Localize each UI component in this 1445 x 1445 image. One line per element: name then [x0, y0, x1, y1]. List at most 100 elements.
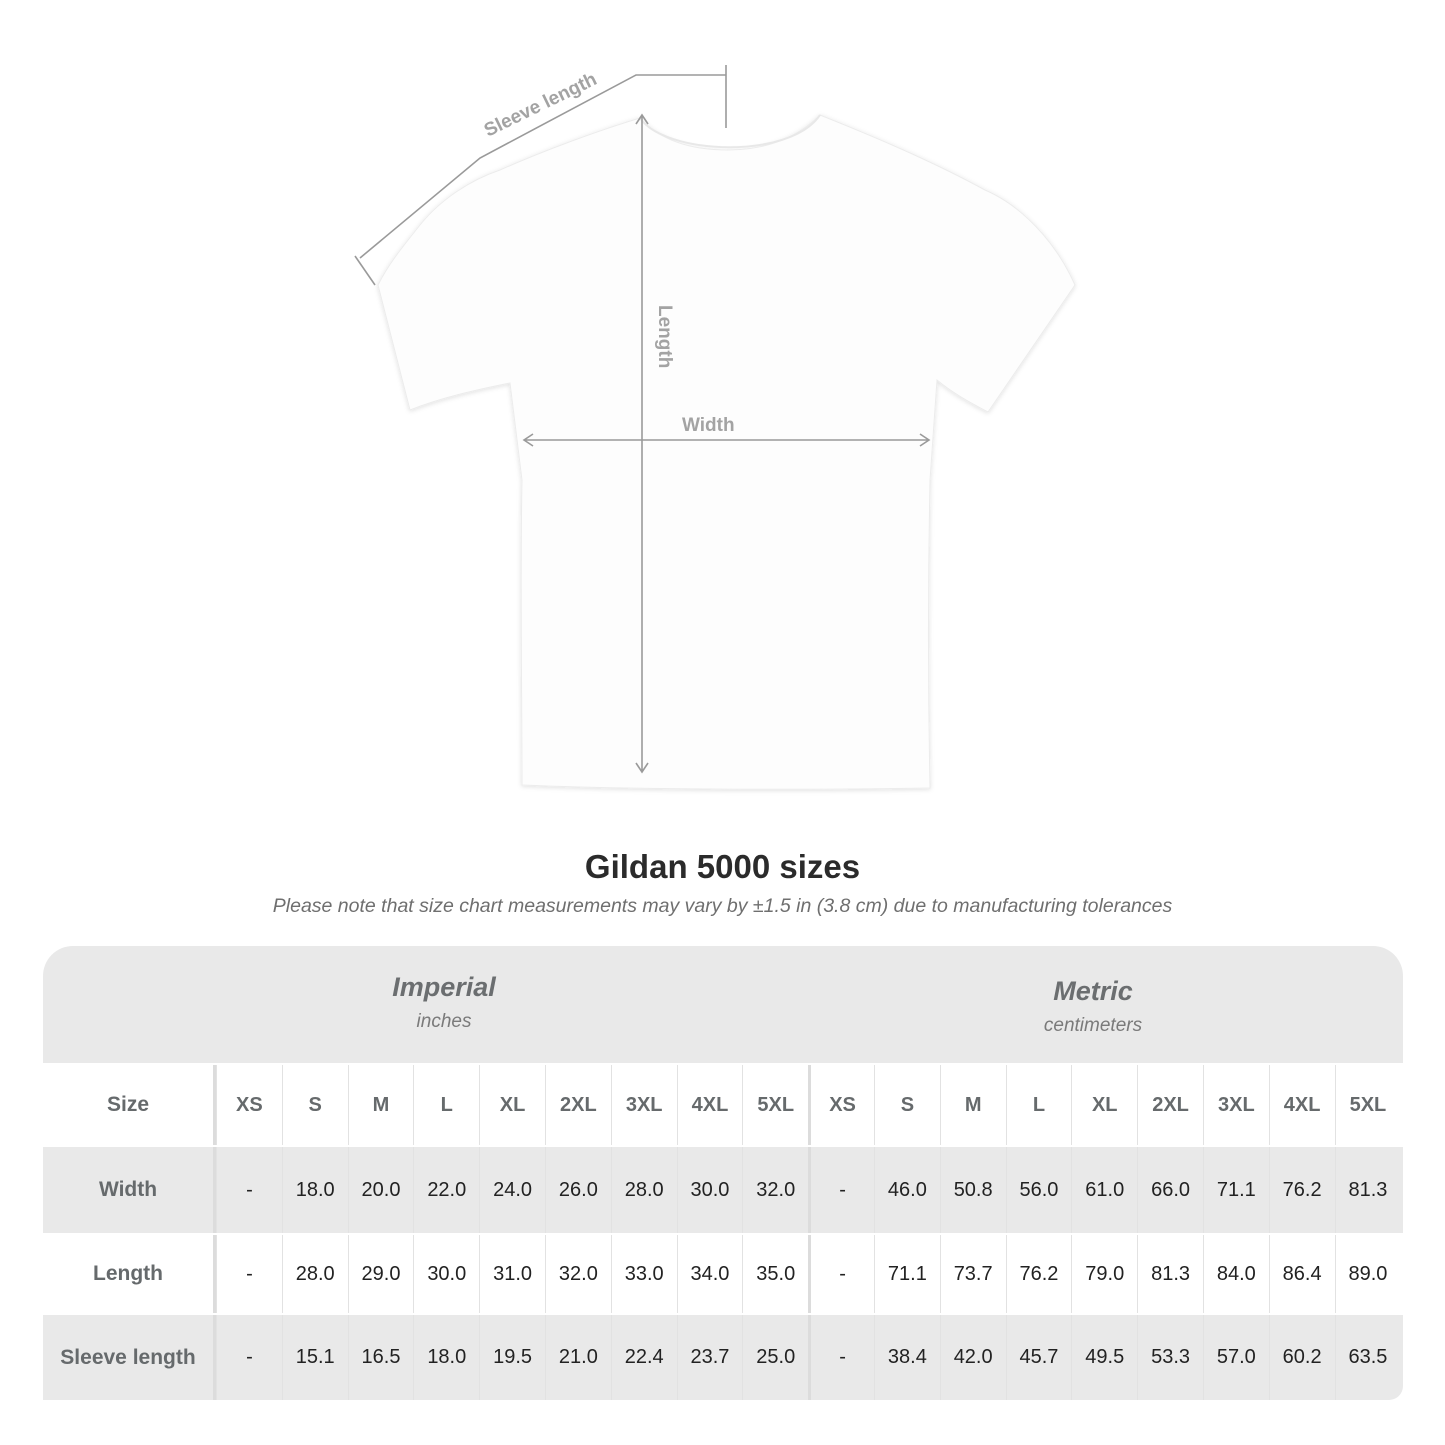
tshirt-shape	[377, 114, 1076, 790]
metric-cell: 56.0	[1005, 1147, 1072, 1233]
imperial-cell: 21.0	[544, 1315, 611, 1400]
imperial-cell: 28.0	[281, 1235, 348, 1313]
metric-title: Metric	[1053, 976, 1133, 1006]
metric-cell: 79.0	[1071, 1235, 1137, 1313]
imperial-cell: 24.0	[479, 1147, 545, 1233]
imperial-cell: 18.0	[281, 1147, 348, 1233]
metric-cell: 76.2	[1268, 1147, 1335, 1233]
metric-cell: 86.4	[1268, 1235, 1335, 1313]
length-label: Length	[654, 305, 675, 368]
metric-header: Metric centimeters	[893, 976, 1293, 1037]
metric-cell: -	[808, 1315, 874, 1400]
size-header-cell: 3XL	[1202, 1065, 1269, 1145]
row-label: Length	[43, 1235, 216, 1313]
size-header-cell: 2XL	[544, 1065, 611, 1145]
metric-cell: 60.2	[1268, 1315, 1335, 1400]
table-row: Length -28.0 29.0 30.0 31.0 32.0 33.0 34.0 35.0-…	[43, 1235, 1403, 1313]
imperial-cell: 18.0	[413, 1315, 479, 1400]
imperial-cell: 34.0	[676, 1235, 743, 1313]
imperial-cell: 33.0	[610, 1235, 677, 1313]
imperial-cell: 23.7	[676, 1315, 743, 1400]
imperial-cell: 22.0	[413, 1147, 479, 1233]
imperial-cell: 35.0	[742, 1235, 808, 1313]
imperial-cell: 25.0	[742, 1315, 808, 1400]
metric-cell: 46.0	[873, 1147, 940, 1233]
collar	[639, 114, 821, 149]
sleeve-tick-left	[354, 255, 376, 286]
imperial-cell: 19.5	[479, 1315, 545, 1400]
size-header-cell: XS	[808, 1065, 874, 1145]
size-header-cell: XS	[216, 1065, 282, 1145]
imperial-cell: 32.0	[742, 1147, 808, 1233]
sleeve-length-line	[359, 74, 726, 259]
table-row: Width -18.0 20.0 22.0 24.0 26.0 28.0 30.0 32.0-4…	[43, 1147, 1403, 1233]
unit-system-header: Imperial inches Metric centimeters	[43, 946, 1403, 1063]
metric-cell: 49.5	[1071, 1315, 1137, 1400]
metric-cell: 76.2	[1005, 1235, 1072, 1313]
imperial-title: Imperial	[392, 972, 496, 1002]
metric-cell: 84.0	[1202, 1235, 1269, 1313]
size-header-cell: 3XL	[610, 1065, 677, 1145]
width-line	[522, 433, 931, 447]
table-row: Sleeve length -15.1 16.5 18.0 19.5 21.0 22.4 23…	[43, 1315, 1403, 1400]
imperial-cell: 31.0	[479, 1235, 545, 1313]
imperial-cell: 32.0	[544, 1235, 611, 1313]
imperial-cell: 20.0	[347, 1147, 414, 1233]
size-header-cell: 4XL	[1268, 1065, 1335, 1145]
metric-cell: 38.4	[873, 1315, 940, 1400]
imperial-cell: 29.0	[347, 1235, 414, 1313]
metric-cell: -	[808, 1235, 874, 1313]
sleeve-length-label: Sleeve length	[481, 69, 600, 142]
size-header-cell: 5XL	[1334, 1065, 1401, 1145]
metric-cell: 45.7	[1005, 1315, 1072, 1400]
size-header-cell: 4XL	[676, 1065, 743, 1145]
row-label: Sleeve length	[43, 1315, 216, 1400]
subtitle: Please note that size chart measurements…	[272, 895, 1173, 917]
page-title: Gildan 5000 sizes	[584, 848, 861, 885]
imperial-cell: -	[216, 1147, 282, 1233]
metric-cell: 61.0	[1071, 1147, 1137, 1233]
metric-cell: 50.8	[939, 1147, 1006, 1233]
size-header-cell: 2XL	[1137, 1065, 1203, 1145]
imperial-cell: 15.1	[281, 1315, 348, 1400]
imperial-unit: inches	[416, 1011, 472, 1032]
metric-cell: 81.3	[1137, 1235, 1203, 1313]
size-header-cell: XL	[479, 1065, 545, 1145]
size-header-cell: M	[347, 1065, 414, 1145]
metric-unit: centimeters	[1043, 1015, 1143, 1036]
metric-cell: 53.3	[1137, 1315, 1203, 1400]
metric-cell: 71.1	[873, 1235, 940, 1313]
length-line	[635, 113, 649, 774]
metric-cell: 66.0	[1137, 1147, 1203, 1233]
size-header-label: Size	[43, 1065, 216, 1145]
tshirt-diagram: Sleeve length Length Width	[354, 65, 1076, 790]
size-header-cell: M	[939, 1065, 1006, 1145]
imperial-header: Imperial inches	[244, 972, 644, 1033]
metric-cell: 81.3	[1334, 1147, 1401, 1233]
imperial-cell: 28.0	[610, 1147, 677, 1233]
size-header-cell: 5XL	[742, 1065, 808, 1145]
width-label: Width	[682, 415, 735, 436]
metric-cell: 73.7	[939, 1235, 1006, 1313]
size-header-cell: XL	[1071, 1065, 1137, 1145]
imperial-cell: 30.0	[676, 1147, 743, 1233]
row-label: Width	[43, 1147, 216, 1233]
imperial-cell: 26.0	[544, 1147, 611, 1233]
size-header-cell: S	[873, 1065, 940, 1145]
imperial-cell: -	[216, 1235, 282, 1313]
size-header-cell: L	[413, 1065, 479, 1145]
metric-cell: 57.0	[1202, 1315, 1269, 1400]
metric-cell: 42.0	[939, 1315, 1006, 1400]
imperial-cell: 16.5	[347, 1315, 414, 1400]
metric-cell: 71.1	[1202, 1147, 1269, 1233]
size-header-cell: S	[281, 1065, 348, 1145]
imperial-cell: -	[216, 1315, 282, 1400]
imperial-cell: 22.4	[610, 1315, 677, 1400]
size-header-cell: L	[1005, 1065, 1072, 1145]
size-header-row: Size XS S M L XL 2XL 3XL 4XL 5XL XS S M L XL 2XL 3XL 4XL 5…	[43, 1065, 1403, 1145]
size-table: Imperial inches Metric centimeters Size X…	[43, 946, 1403, 1400]
metric-cell: -	[808, 1147, 874, 1233]
metric-cell: 89.0	[1334, 1235, 1401, 1313]
imperial-cell: 30.0	[413, 1235, 479, 1313]
metric-cell: 63.5	[1334, 1315, 1401, 1400]
